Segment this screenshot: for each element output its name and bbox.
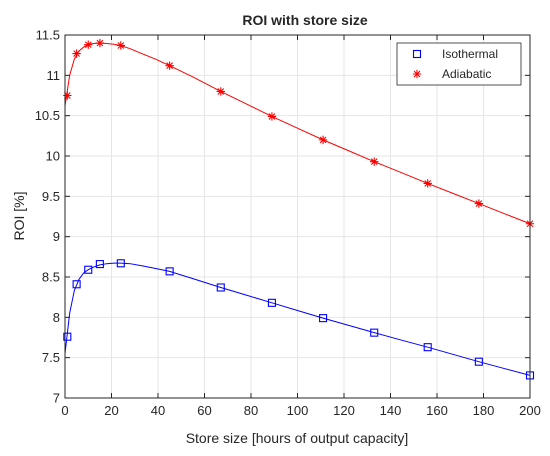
legend-label-isothermal: Isothermal [442, 47, 498, 61]
x-tick-label: 100 [287, 403, 309, 418]
legend-marker-adiabatic [412, 69, 422, 79]
legend-marker-isothermal [412, 49, 422, 59]
data-point-isothermal [370, 328, 379, 337]
x-tick-label: 120 [333, 403, 355, 418]
y-tick-label: 10.5 [35, 108, 60, 123]
x-tick-label: 140 [380, 403, 402, 418]
x-tick-label: 160 [426, 403, 448, 418]
y-axis-label: ROI [%] [11, 191, 27, 240]
series-layer [63, 38, 535, 380]
x-tick-label: 0 [61, 403, 68, 418]
data-point-adiabatic [474, 199, 484, 208]
legend-label-adiabatic: Adiabatic [442, 67, 491, 81]
legend-items: Isothermal Adiabatic [412, 47, 498, 81]
data-point-adiabatic [72, 49, 81, 58]
y-tick-label: 10 [46, 149, 60, 164]
y-tick-label: 11.5 [36, 28, 60, 43]
x-tick-label: 80 [244, 403, 258, 418]
data-point-isothermal [63, 332, 72, 341]
data-point-adiabatic [63, 91, 72, 100]
data-point-isothermal [319, 314, 328, 323]
data-point-adiabatic [318, 135, 328, 145]
axis-ticks: 0 20 40 60 80 100 120 140 160 180 200 7 7.5 8 8.5 9 9.5 1… [35, 28, 541, 419]
chart-title: ROI with store size [242, 12, 367, 28]
series-adiabatic [63, 38, 535, 228]
y-tick-label: 8 [53, 310, 60, 325]
data-point-isothermal [216, 283, 225, 292]
x-axis-label: Store size [hours of output capacity] [186, 430, 409, 446]
x-tick-label: 180 [473, 403, 495, 418]
data-point-isothermal [423, 343, 432, 352]
data-point-adiabatic [84, 40, 93, 49]
data-point-isothermal [84, 265, 93, 274]
data-point-adiabatic [216, 87, 225, 96]
y-tick-label: 7.5 [42, 350, 60, 365]
y-tick-label: 7 [53, 391, 60, 406]
data-point-isothermal [267, 298, 276, 307]
y-tick-label: 11 [47, 68, 61, 83]
data-point-isothermal [95, 260, 104, 269]
legend: Isothermal Adiabatic [396, 42, 522, 86]
data-point-isothermal [72, 280, 81, 289]
series-line-isothermal [64, 262, 531, 376]
data-point-isothermal [116, 259, 125, 268]
data-point-adiabatic [116, 41, 125, 50]
data-point-adiabatic [370, 157, 379, 166]
x-tick-label: 200 [519, 403, 541, 418]
y-tick-label: 9 [53, 229, 60, 244]
data-point-isothermal [165, 267, 174, 276]
x-tick-label: 60 [197, 403, 211, 418]
y-tick-label: 8.5 [42, 270, 60, 285]
x-tick-label: 40 [151, 403, 165, 418]
data-point-isothermal [474, 357, 483, 366]
y-tick-label: 9.5 [42, 189, 60, 204]
x-tick-label: 20 [104, 403, 118, 418]
data-point-adiabatic [95, 38, 105, 48]
data-point-adiabatic [267, 112, 277, 121]
data-point-adiabatic [165, 61, 174, 70]
data-point-adiabatic [423, 179, 432, 188]
